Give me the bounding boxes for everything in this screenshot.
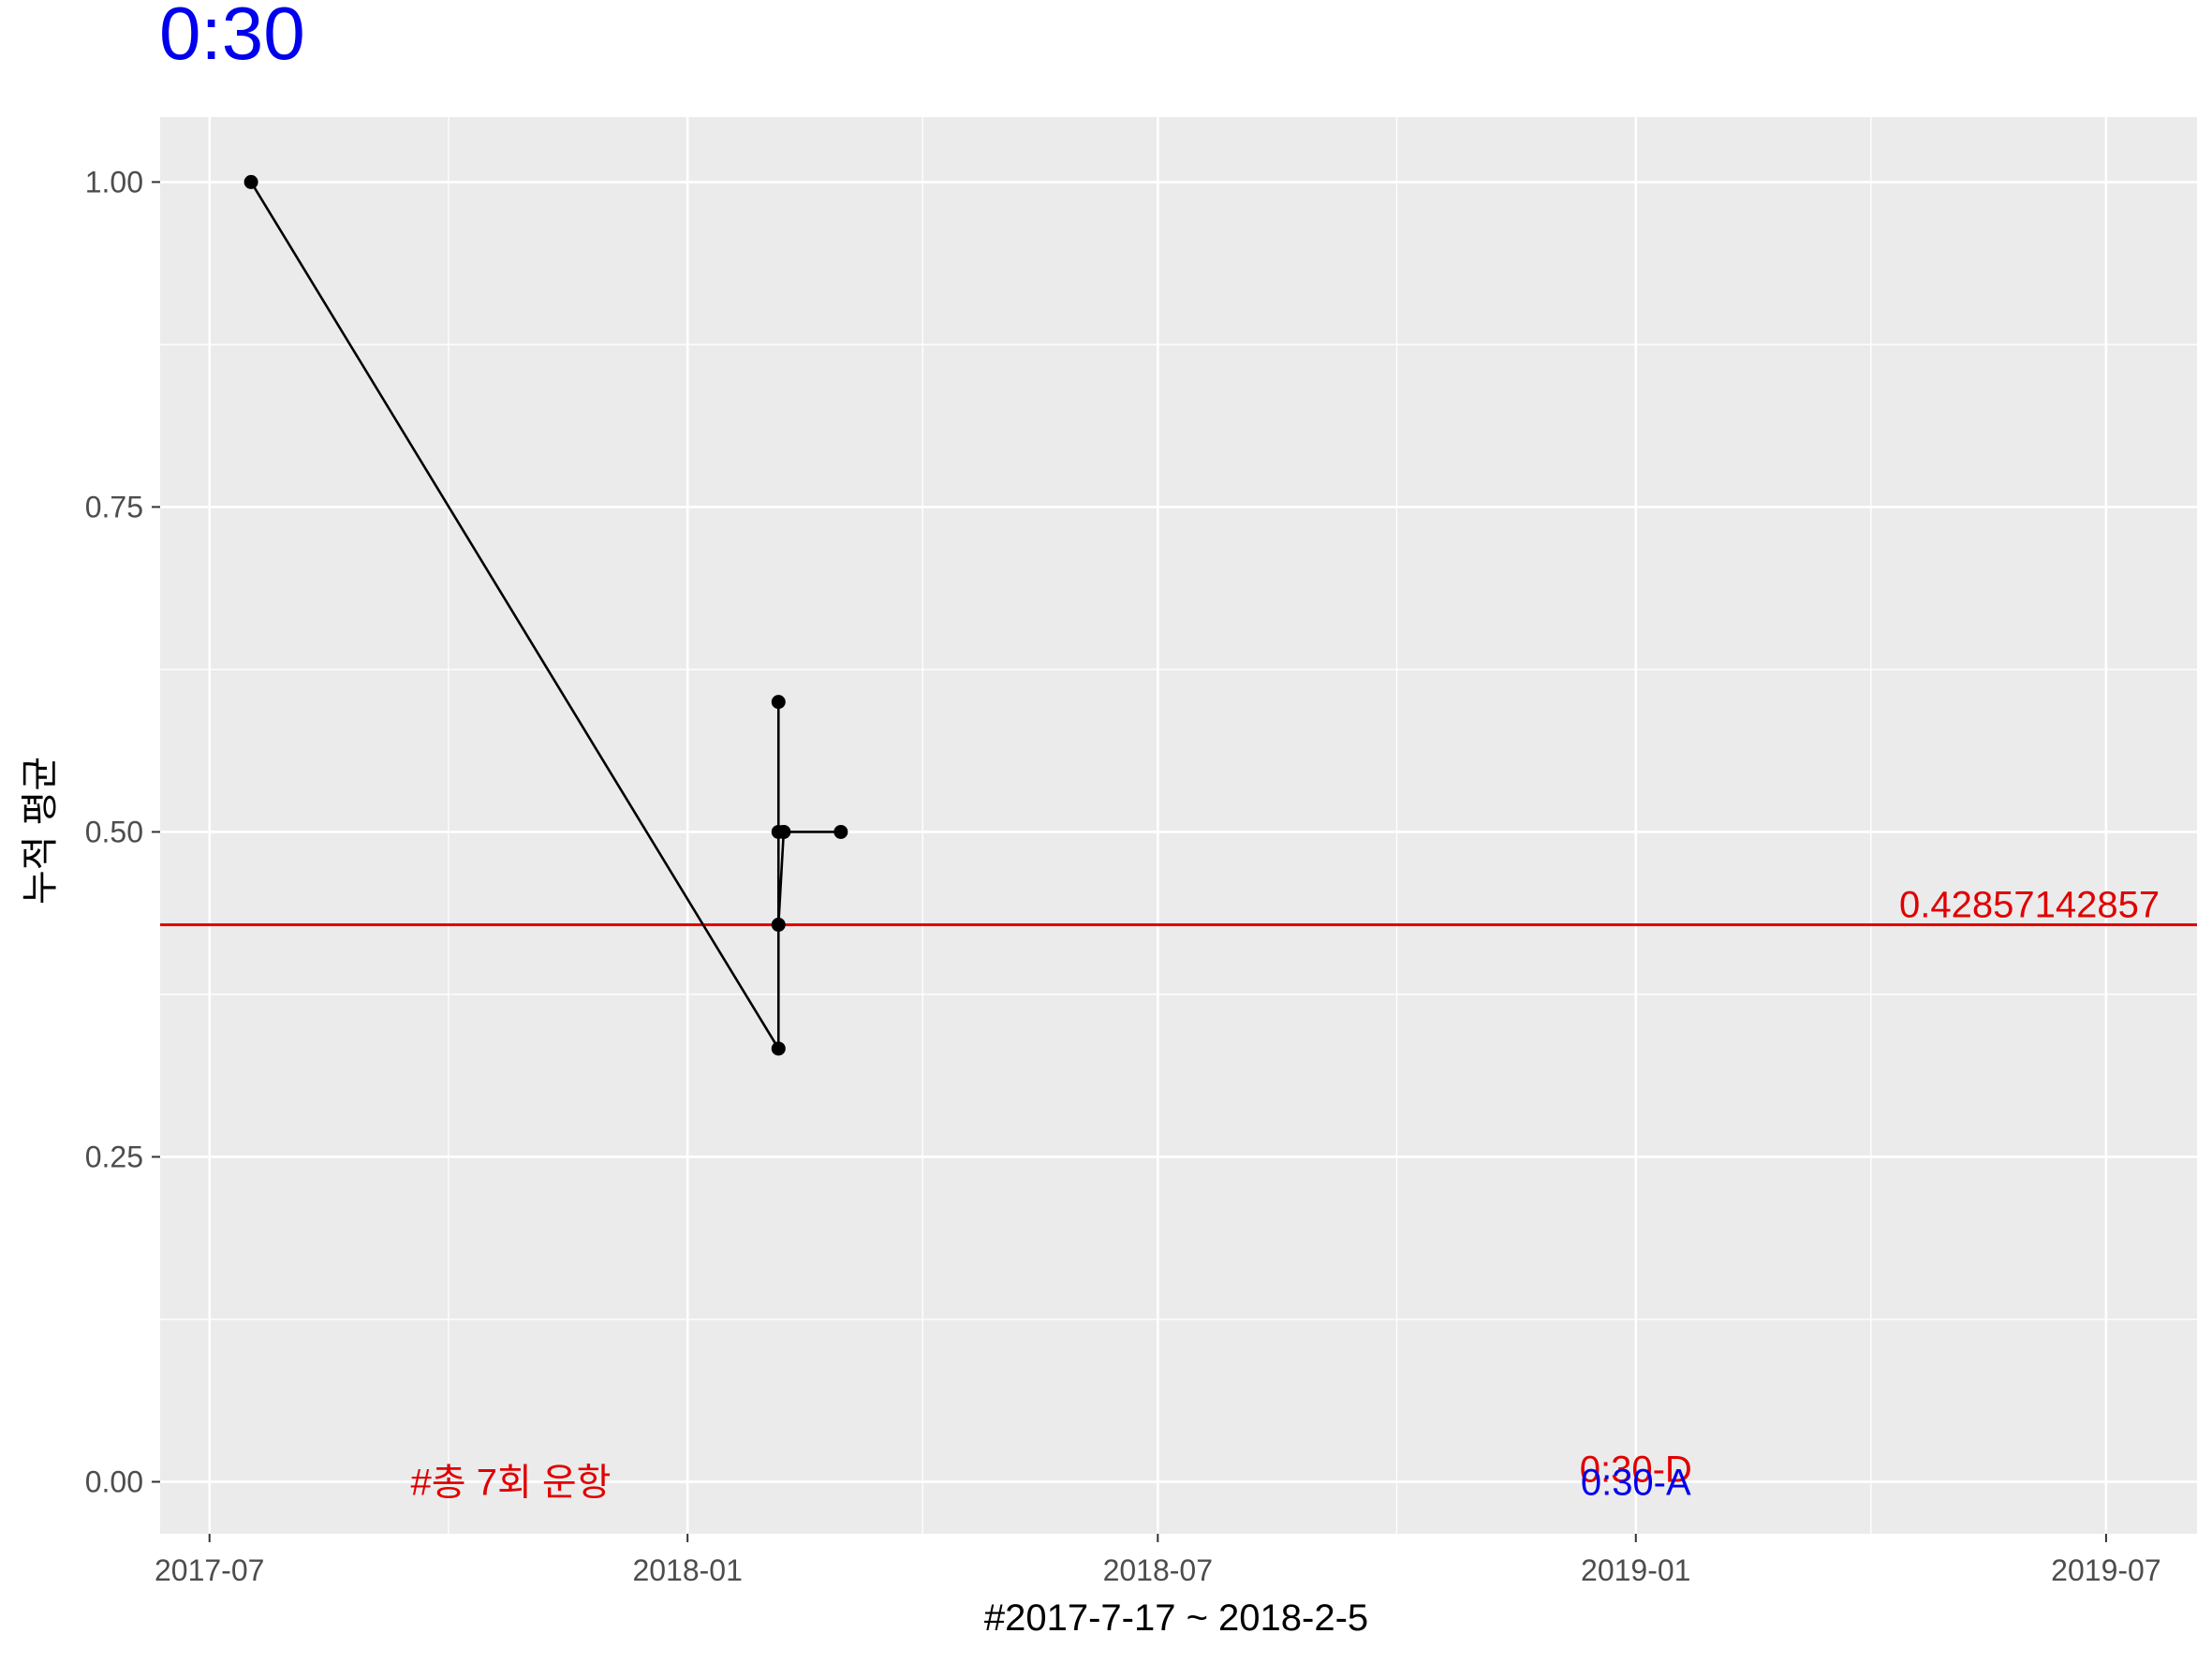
y-tick-label: 1.00	[85, 165, 143, 199]
x-axis-title: #2017-7-17 ~ 2018-2-5	[984, 1597, 1368, 1639]
annotation-label: 0:30-D	[1580, 1450, 1692, 1491]
axis-layer: 2017-07 2018-01 2018-07 2019-01 2019-07 0.00 0…	[85, 165, 2161, 1587]
chart-title: 0:30	[159, 0, 305, 75]
y-axis-title: 누적 평균	[20, 757, 61, 905]
data-point	[243, 174, 258, 189]
annotation-layer: #총 7회 운항 0:30-D0:30-A	[411, 1450, 1692, 1504]
data-point	[771, 695, 786, 710]
annotation-label: 0:30-A	[1581, 1462, 1691, 1503]
y-tick-label: 0.50	[85, 815, 143, 848]
annotation-label: #총 7회 운항	[411, 1462, 612, 1503]
data-point	[771, 1041, 786, 1056]
series-layer	[243, 174, 848, 1056]
mean-hline-label: 0.42857142857	[1899, 885, 2160, 926]
y-tick-label: 0.25	[85, 1140, 143, 1173]
data-point	[833, 824, 848, 839]
x-tick-label: 2019-01	[1581, 1553, 1690, 1587]
x-tick-label: 2019-07	[2051, 1553, 2160, 1587]
x-tick-label: 2017-07	[155, 1553, 264, 1587]
x-tick-label: 2018-07	[1103, 1553, 1213, 1587]
y-tick-label: 0.00	[85, 1464, 143, 1498]
data-point	[771, 918, 786, 933]
data-point	[776, 824, 791, 839]
minor-gridlines	[160, 117, 2197, 1534]
x-tick-label: 2018-01	[632, 1553, 742, 1587]
plot-panel	[160, 117, 2197, 1534]
mean-line-layer: 0.42857142857	[160, 885, 2197, 927]
y-tick-label: 0.75	[85, 490, 143, 523]
major-gridlines	[160, 117, 2197, 1534]
